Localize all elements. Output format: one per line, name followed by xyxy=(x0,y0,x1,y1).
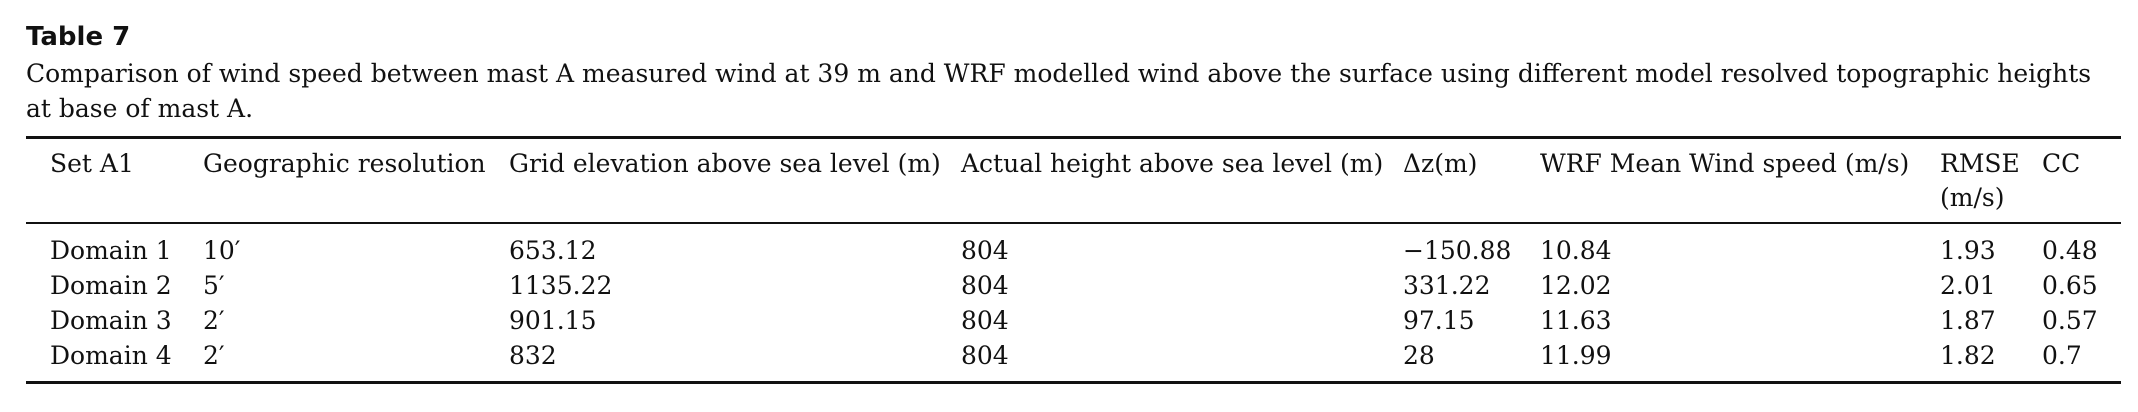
cell-set: Domain 2 xyxy=(50,271,172,300)
cell-actual-height: 804 xyxy=(961,271,1009,300)
header-wrf-mean-wind-speed: WRF Mean Wind speed (m/s) xyxy=(1540,149,1910,178)
cell-rmse: 2.01 xyxy=(1940,271,1996,300)
cell-grid-elevation: 653.12 xyxy=(509,236,597,265)
table-top-rule xyxy=(26,136,2121,139)
cell-actual-height: 804 xyxy=(961,341,1009,370)
cell-rmse: 1.82 xyxy=(1940,341,1996,370)
table-caption: Comparison of wind speed between mast A … xyxy=(26,59,2092,123)
header-set: Set A1 xyxy=(50,149,134,178)
header-rmse: RMSE (m/s) xyxy=(1940,149,2020,212)
cell-wrf-mean-wind-speed: 10.84 xyxy=(1540,236,1612,265)
cell-delta-z: 97.15 xyxy=(1403,306,1475,335)
cell-wrf-mean-wind-speed: 12.02 xyxy=(1540,271,1612,300)
cell-actual-height: 804 xyxy=(961,236,1009,265)
header-delta-z: Δz(m) xyxy=(1403,149,1478,178)
table-header-rule xyxy=(26,222,2121,224)
cell-set: Domain 3 xyxy=(50,306,172,335)
cell-set: Domain 4 xyxy=(50,341,172,370)
cell-cc: 0.7 xyxy=(2042,341,2082,370)
cell-geographic-resolution: 10′ xyxy=(203,236,241,265)
cell-grid-elevation: 1135.22 xyxy=(509,271,613,300)
cell-rmse: 1.93 xyxy=(1940,236,1996,265)
cell-actual-height: 804 xyxy=(961,306,1009,335)
header-actual-height: Actual height above sea level (m) xyxy=(961,149,1384,178)
cell-delta-z: 28 xyxy=(1403,341,1435,370)
cell-geographic-resolution: 2′ xyxy=(203,341,225,370)
cell-rmse: 1.87 xyxy=(1940,306,1996,335)
cell-set: Domain 1 xyxy=(50,236,172,265)
cell-cc: 0.48 xyxy=(2042,236,2098,265)
cell-cc: 0.57 xyxy=(2042,306,2098,335)
cell-grid-elevation: 832 xyxy=(509,341,557,370)
cell-geographic-resolution: 5′ xyxy=(203,271,225,300)
header-grid-elevation: Grid elevation above sea level (m) xyxy=(509,149,941,178)
cell-wrf-mean-wind-speed: 11.99 xyxy=(1540,341,1612,370)
header-geographic-resolution: Geographic resolution xyxy=(203,149,486,178)
header-cc: CC xyxy=(2042,149,2081,178)
cell-geographic-resolution: 2′ xyxy=(203,306,225,335)
cell-cc: 0.65 xyxy=(2042,271,2098,300)
cell-grid-elevation: 901.15 xyxy=(509,306,597,335)
cell-wrf-mean-wind-speed: 11.63 xyxy=(1540,306,1612,335)
cell-delta-z: −150.88 xyxy=(1403,236,1512,265)
table-bottom-rule xyxy=(26,381,2121,384)
cell-delta-z: 331.22 xyxy=(1403,271,1491,300)
table-label: Table 7 xyxy=(26,22,131,52)
